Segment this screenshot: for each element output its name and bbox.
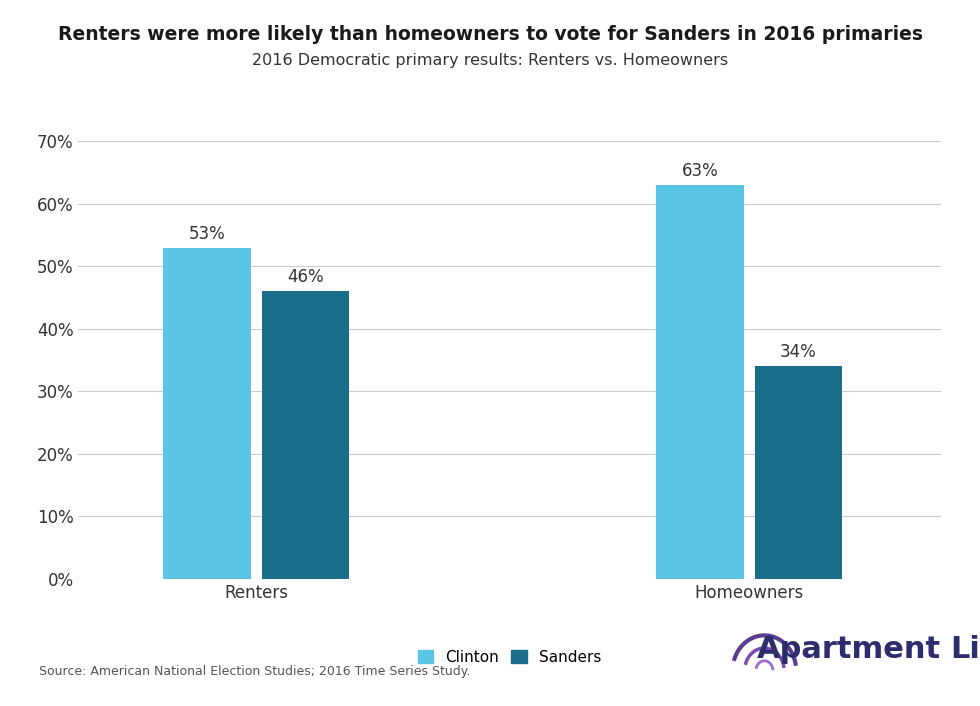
Bar (755, 366, 842, 579)
Bar (262, 292, 350, 579)
Text: Renters were more likely than homeowners to vote for Sanders in 2016 primaries: Renters were more likely than homeowners… (58, 25, 922, 44)
Text: 63%: 63% (681, 162, 718, 180)
Bar (164, 248, 251, 579)
Text: Apartment: Apartment (757, 635, 941, 664)
Text: 53%: 53% (189, 225, 225, 242)
Legend: Clinton, Sanders: Clinton, Sanders (412, 643, 608, 671)
Bar (656, 185, 744, 579)
Text: Source: American National Election Studies; 2016 Time Series Study.: Source: American National Election Studi… (39, 665, 470, 678)
Text: 2016 Democratic primary results: Renters vs. Homeowners: 2016 Democratic primary results: Renters… (252, 53, 728, 68)
Text: 34%: 34% (780, 343, 816, 361)
Text: List: List (951, 635, 980, 664)
Text: 46%: 46% (287, 268, 324, 286)
